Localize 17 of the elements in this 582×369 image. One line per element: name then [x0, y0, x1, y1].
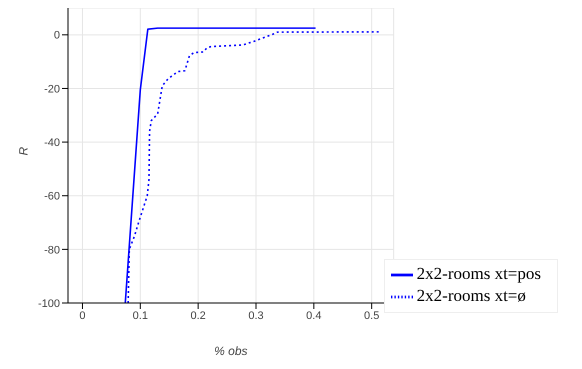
x-tick-label: 0.4	[306, 310, 322, 322]
x-tick-label: 0.3	[248, 310, 264, 322]
line-series	[127, 31, 380, 303]
y-tick-label: -60	[44, 190, 60, 203]
y-tick-label: -80	[44, 244, 60, 256]
legend-label: 2x2-rooms xt=ø	[416, 286, 526, 305]
x-tick-label: 0.1	[132, 310, 148, 322]
x-tick-label: 0.5	[364, 310, 380, 322]
y-tick-label: 0	[54, 30, 60, 42]
y-tick-label: -100	[38, 298, 60, 310]
x-axis-title: % obs	[214, 344, 248, 358]
legend-label: 2x2-rooms xt=pos	[416, 264, 541, 283]
y-tick-label: -20	[44, 83, 60, 96]
x-tick-label: 0.2	[190, 310, 206, 322]
y-tick-label: -40	[44, 136, 60, 149]
y-axis-title: R	[16, 146, 30, 156]
x-tick-label: 0	[79, 310, 86, 322]
